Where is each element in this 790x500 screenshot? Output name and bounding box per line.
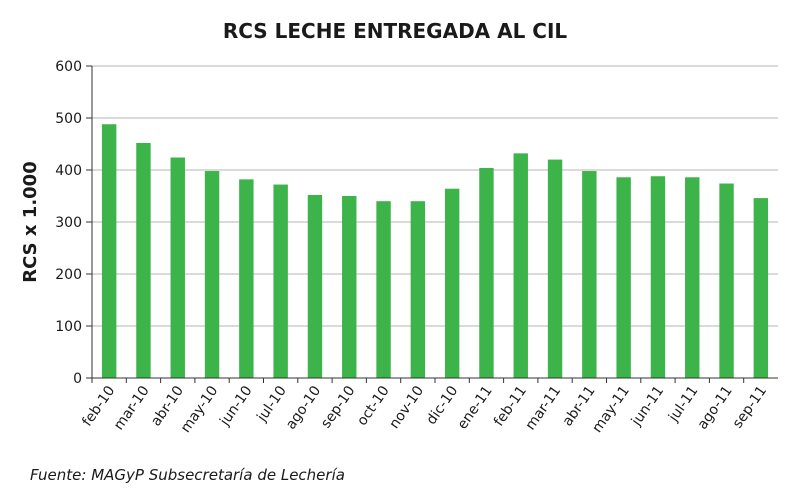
x-tick-label: sep-10 (318, 383, 358, 431)
y-tick-label: 400 (55, 163, 82, 179)
y-tick-label: 100 (55, 319, 82, 335)
bar-ene-11 (479, 167, 494, 378)
bar-may-11 (616, 177, 631, 378)
gridlines (92, 65, 778, 327)
bar-jul-10 (273, 184, 288, 378)
bar-feb-11 (513, 153, 528, 378)
bar-jun-10 (239, 179, 254, 378)
y-tick-label: 500 (55, 111, 82, 127)
bar-oct-10 (376, 201, 391, 378)
y-tick-label: 0 (73, 371, 82, 387)
bar-feb-10 (101, 124, 117, 379)
y-axis-ticks: 0 100 200 300 400 500 600 (55, 59, 92, 387)
bar-sep-10 (342, 196, 357, 378)
x-tick-label: nov-10 (386, 383, 427, 432)
source-note: Fuente: MAGyP Subsecretaría de Lechería (30, 466, 345, 484)
chart-title: RCS LECHE ENTREGADA AL CIL (223, 19, 568, 43)
bar-jul-11 (685, 177, 700, 378)
x-tick-label: ago-11 (695, 383, 736, 432)
bar-jun-11 (650, 176, 666, 378)
bar-may-10 (204, 171, 220, 378)
bar-ago-11 (719, 183, 734, 378)
bars (101, 124, 769, 379)
x-tick-label: jun-10 (216, 383, 255, 429)
y-tick-label: 200 (55, 267, 82, 283)
y-axis-label: RCS x 1.000 (20, 161, 41, 282)
y-tick-label: 300 (55, 215, 82, 231)
x-axis-ticks: feb-10mar-10abr-10may-10jun-10jul-10ago-… (79, 378, 770, 436)
bar-nov-10 (410, 201, 426, 378)
bar-dic-10 (444, 188, 460, 378)
x-tick-label: ene-11 (455, 383, 496, 432)
bar-ago-10 (307, 194, 323, 378)
x-tick-label: jun-11 (628, 383, 667, 429)
bar-sep-11 (753, 198, 769, 378)
x-tick-label: sep-11 (730, 383, 770, 431)
x-tick-label: mar-11 (523, 383, 565, 433)
bar-mar-11 (547, 159, 563, 378)
bar-abr-11 (582, 171, 597, 378)
bar-mar-10 (136, 142, 151, 378)
x-tick-label: ago-10 (283, 383, 324, 432)
x-tick-label: mar-10 (111, 383, 153, 433)
y-tick-label: 600 (55, 59, 82, 75)
x-tick-label: jul-10 (254, 383, 290, 425)
x-tick-label: jul-11 (665, 383, 701, 425)
bar-abr-10 (170, 157, 185, 378)
